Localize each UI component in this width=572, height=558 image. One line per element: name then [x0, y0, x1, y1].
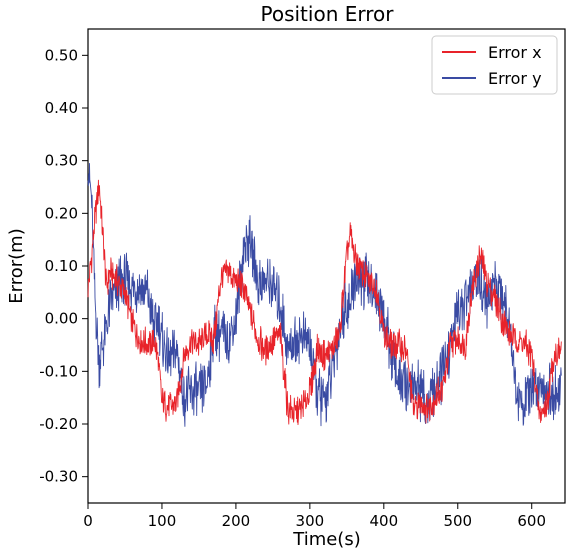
x-tick-label: 300: [296, 512, 325, 530]
y-tick-label: 0.20: [45, 204, 78, 222]
x-tick-label: 200: [222, 512, 251, 530]
x-axis-title: Time(s): [292, 529, 360, 550]
x-tick-label: 400: [369, 512, 398, 530]
chart-title: Position Error: [261, 2, 395, 26]
y-axis: 0.50 0.40 0.30 0.20 0.10 0.00 -0.10 -0.20 -0.30: [39, 46, 88, 486]
y-tick-label: 0.50: [45, 46, 78, 64]
y-tick-label: -0.30: [39, 468, 78, 486]
legend-label-error-y: Error y: [488, 69, 542, 88]
y-tick-label: -0.20: [39, 415, 78, 433]
legend-label-error-x: Error x: [488, 43, 542, 62]
x-tick-label: 100: [148, 512, 177, 530]
series-line-error-x: [87, 179, 562, 426]
y-tick-label: -0.10: [39, 362, 78, 380]
x-tick-label: 600: [517, 512, 546, 530]
series-line-error-y: [87, 162, 562, 427]
legend: Error x Error y: [431, 35, 558, 95]
y-tick-label: 0.10: [45, 257, 78, 275]
series-layer: [87, 162, 562, 427]
y-tick-label: 0.40: [45, 99, 78, 117]
legend-box: [431, 35, 558, 95]
x-tick-label: 0: [83, 512, 93, 530]
y-tick-label: 0.00: [45, 310, 78, 328]
x-axis: 0 100 200 300 400 500 600: [83, 503, 546, 530]
y-tick-label: 0.30: [45, 152, 78, 170]
y-axis-title: Error(m): [6, 228, 27, 303]
plot-frame: [87, 28, 566, 504]
x-tick-label: 500: [443, 512, 472, 530]
